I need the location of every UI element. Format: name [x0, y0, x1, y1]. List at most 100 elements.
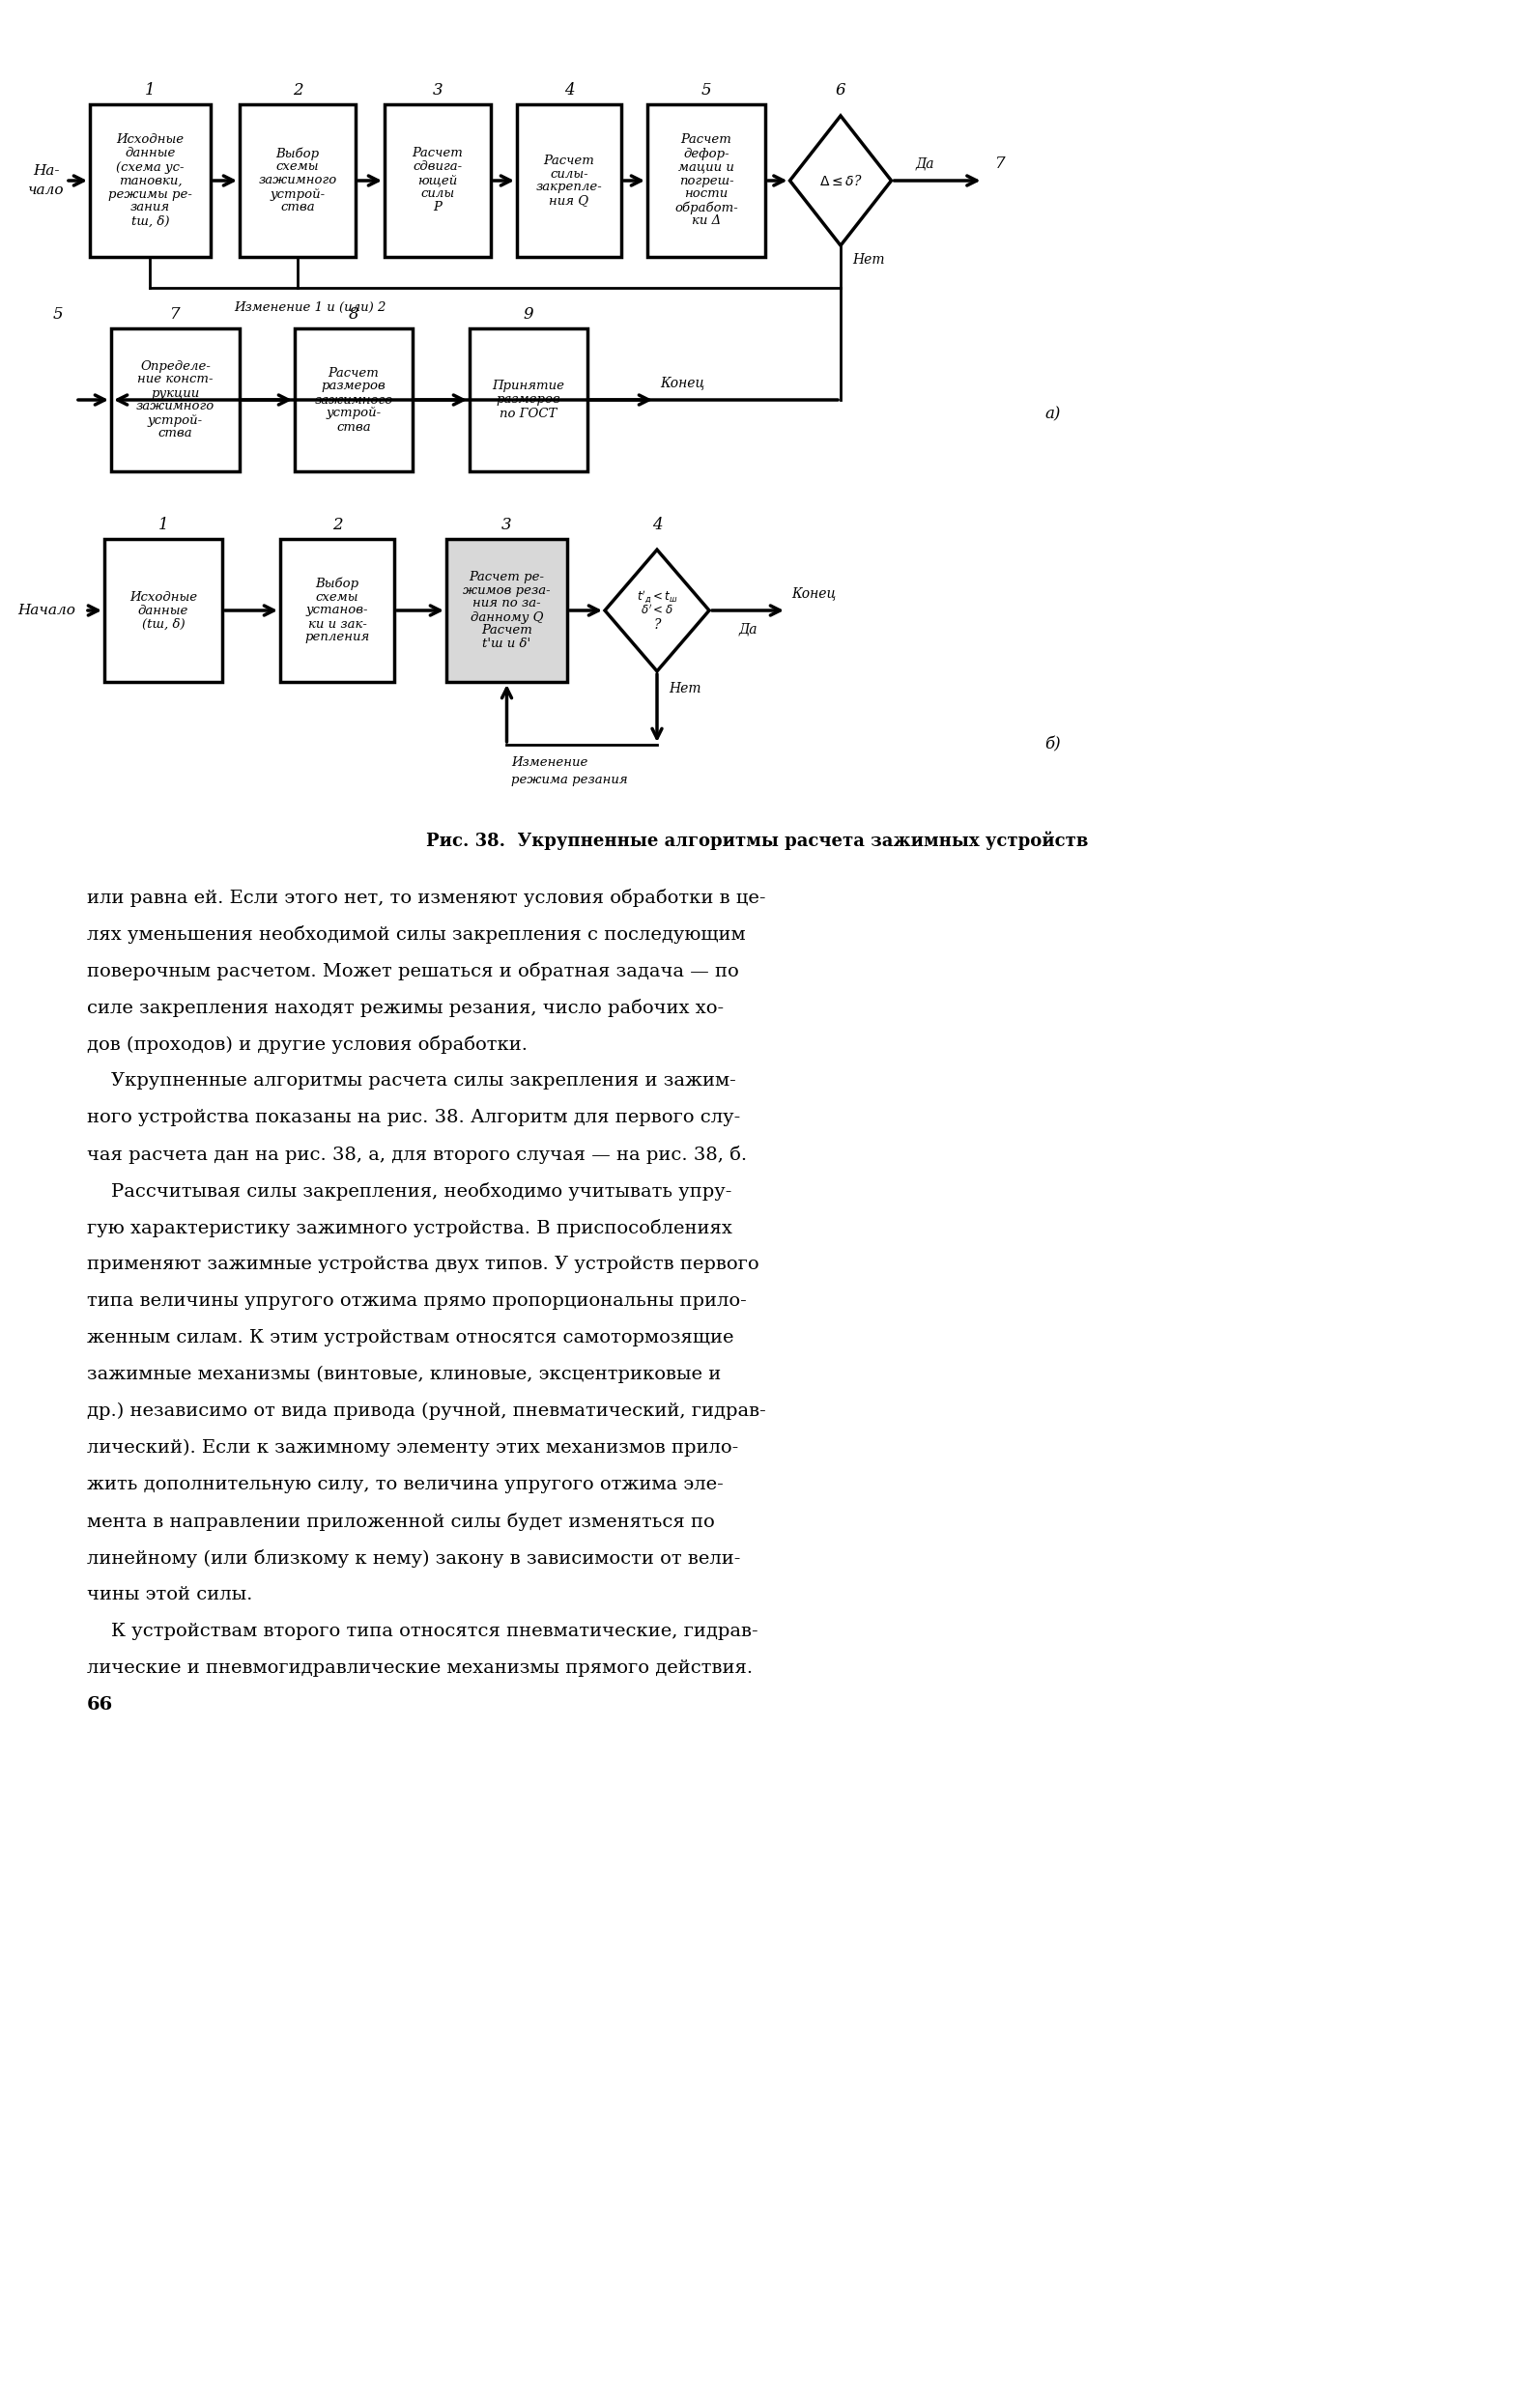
Polygon shape [789, 116, 891, 246]
Text: Расчет: Расчет [680, 135, 732, 147]
Text: ности: ности [685, 188, 729, 200]
Text: зания: зания [130, 202, 170, 214]
Text: Принятие: Принятие [492, 380, 565, 393]
Text: устрой-: устрой- [148, 414, 203, 426]
Text: ства: ства [158, 426, 192, 441]
Text: Да: Да [915, 157, 935, 171]
Text: лический). Если к зажимному элементу этих механизмов прило-: лический). Если к зажимному элементу эти… [86, 1440, 738, 1457]
Bar [239, 104, 356, 258]
Text: 2: 2 [332, 515, 342, 532]
Text: Определе-: Определе- [141, 359, 211, 373]
Text: др.) независимо от вида привода (ручной, пневматический, гидрав-: др.) независимо от вида привода (ручной,… [86, 1401, 767, 1421]
Text: Расчет: Расчет [329, 366, 379, 378]
Text: зажимные механизмы (винтовые, клиновые, эксцентриковые и: зажимные механизмы (винтовые, клиновые, … [86, 1365, 721, 1385]
Text: тановки,: тановки, [118, 173, 182, 188]
Text: t'ш и δ': t'ш и δ' [483, 638, 530, 650]
Text: по ГОСТ: по ГОСТ [500, 407, 558, 419]
Text: 6: 6 [835, 82, 845, 99]
Text: рукции: рукции [152, 388, 200, 400]
Text: 66: 66 [86, 1695, 114, 1714]
Text: размеров: размеров [497, 393, 561, 407]
Bar [89, 104, 211, 258]
Text: ния Q: ния Q [550, 195, 589, 207]
Text: Расчет: Расчет [412, 147, 464, 159]
Text: $\Delta \leq \delta$?: $\Delta \leq \delta$? [820, 173, 862, 188]
Text: Начало: Начало [18, 604, 76, 616]
Text: лические и пневмогидравлические механизмы прямого действия.: лические и пневмогидравлические механизм… [86, 1659, 753, 1676]
Text: поверочным расчетом. Может решаться и обратная задача — по: поверочным расчетом. Может решаться и об… [86, 963, 739, 980]
Text: жимов реза-: жимов реза- [464, 583, 550, 597]
Text: $\delta' < \delta$: $\delta' < \delta$ [641, 604, 673, 616]
Text: женным силам. К этим устройствам относятся самотормозящие: женным силам. К этим устройствам относят… [86, 1329, 733, 1346]
Text: линейному (или близкому к нему) закону в зависимости от вели-: линейному (или близкому к нему) закону в… [86, 1548, 741, 1568]
Text: дов (проходов) и другие условия обработки.: дов (проходов) и другие условия обработк… [86, 1035, 527, 1055]
Text: Выбор: Выбор [276, 147, 320, 159]
Bar [470, 327, 588, 472]
Text: 7: 7 [170, 306, 180, 323]
Text: применяют зажимные устройства двух типов. У устройств первого: применяют зажимные устройства двух типов… [86, 1255, 759, 1274]
Text: дефор-: дефор- [683, 147, 729, 159]
Text: Выбор: Выбор [315, 578, 359, 590]
Text: Исходные: Исходные [129, 590, 197, 604]
Text: $t'_д < t_ш$: $t'_д < t_ш$ [636, 588, 677, 604]
Text: Изменение: Изменение [512, 756, 588, 768]
Text: Да: Да [738, 624, 758, 636]
Bar [105, 539, 223, 681]
Text: 4: 4 [564, 82, 574, 99]
Text: ния по за-: ния по за- [473, 597, 541, 609]
Text: данные: данные [124, 147, 176, 159]
Text: размеров: размеров [321, 380, 386, 393]
Text: устрой-: устрой- [270, 188, 326, 200]
Text: чины этой силы.: чины этой силы. [86, 1587, 253, 1604]
Text: режимы ре-: режимы ре- [108, 188, 192, 200]
Text: чая расчета дан на рис. 38, а, для второго случая — на рис. 38, б.: чая расчета дан на рис. 38, а, для второ… [86, 1146, 747, 1163]
Text: жить дополнительную силу, то величина упругого отжима эле-: жить дополнительную силу, то величина уп… [86, 1476, 724, 1493]
Bar [111, 327, 239, 472]
Text: На-: На- [33, 164, 59, 178]
Text: Расчет ре-: Расчет ре- [470, 571, 544, 583]
Text: силы-: силы- [550, 169, 588, 181]
Text: ющей: ющей [418, 173, 458, 188]
Text: 5: 5 [701, 82, 712, 99]
Text: ки и зак-: ки и зак- [308, 619, 367, 631]
Text: Рассчитывая силы закрепления, необходимо учитывать упру-: Рассчитывая силы закрепления, необходимо… [86, 1182, 732, 1202]
Text: Расчет: Расчет [544, 154, 594, 166]
Text: репления: репления [305, 631, 370, 643]
Bar [447, 539, 567, 681]
Text: 8: 8 [348, 306, 359, 323]
Text: Нет: Нет [668, 681, 701, 696]
Text: мации и: мации и [679, 161, 735, 173]
Text: ?: ? [653, 619, 661, 631]
Text: ства: ства [336, 421, 371, 433]
Polygon shape [604, 549, 709, 672]
Text: (схема ус-: (схема ус- [117, 161, 185, 173]
Text: 3: 3 [433, 82, 442, 99]
Text: установ-: установ- [306, 604, 368, 616]
Text: погреш-: погреш- [679, 173, 733, 188]
Text: ного устройства показаны на рис. 38. Алгоритм для первого слу-: ного устройства показаны на рис. 38. Алг… [86, 1108, 741, 1127]
Text: чало: чало [29, 183, 65, 197]
Text: силы: силы [421, 188, 454, 200]
Text: 1: 1 [145, 82, 156, 99]
Text: зажимного: зажимного [315, 393, 392, 407]
Text: Расчет: Расчет [482, 624, 532, 638]
Text: 4: 4 [651, 515, 662, 532]
Text: 3: 3 [501, 515, 512, 532]
Text: 1: 1 [158, 515, 168, 532]
Text: зажимного: зажимного [136, 400, 215, 412]
Text: 5: 5 [53, 306, 64, 323]
Text: данному Q: данному Q [470, 612, 544, 624]
Text: данные: данные [138, 604, 188, 616]
Text: tш, δ): tш, δ) [132, 214, 170, 226]
Text: Конец: Конец [791, 585, 836, 600]
Text: схемы: схемы [276, 161, 320, 173]
Text: ства: ства [280, 202, 315, 214]
Text: (tш, δ): (tш, δ) [142, 619, 185, 631]
Text: Изменение 1 и (или) 2: Изменение 1 и (или) 2 [233, 301, 386, 313]
Text: 2: 2 [292, 82, 303, 99]
Bar [517, 104, 621, 258]
Bar [280, 539, 394, 681]
Text: 9: 9 [523, 306, 533, 323]
Bar [647, 104, 765, 258]
Text: К устройствам второго типа относятся пневматические, гидрав-: К устройствам второго типа относятся пне… [86, 1623, 758, 1640]
